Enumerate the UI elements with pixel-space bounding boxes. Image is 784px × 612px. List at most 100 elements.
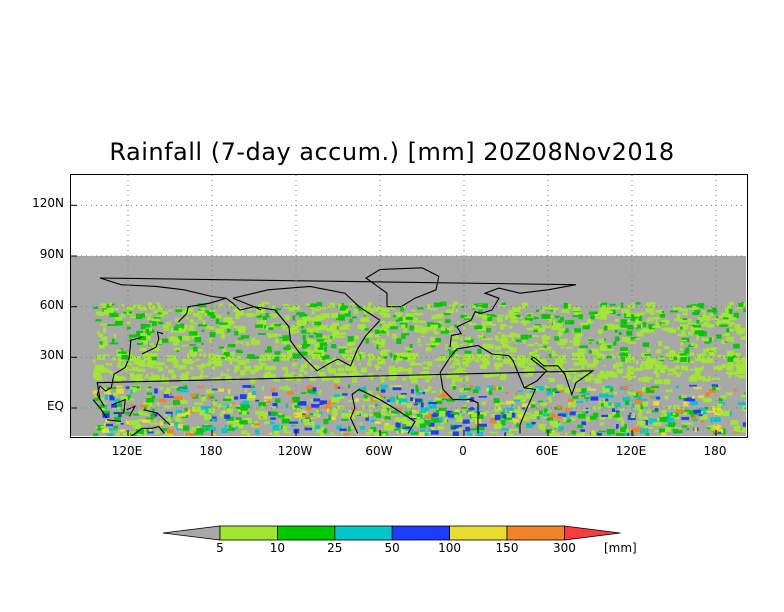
rain-cell bbox=[148, 342, 154, 346]
rain-cell bbox=[219, 346, 225, 349]
rain-cell bbox=[261, 301, 270, 305]
rain-cell bbox=[145, 335, 151, 340]
rain-cell bbox=[645, 366, 650, 370]
rain-cell bbox=[430, 324, 438, 329]
rain-cell bbox=[698, 407, 706, 413]
rain-cell bbox=[107, 428, 117, 431]
rain-cell bbox=[137, 368, 146, 372]
rain-cell bbox=[234, 365, 240, 371]
rain-cell bbox=[384, 416, 391, 420]
rain-cell bbox=[486, 387, 490, 392]
rain-cell bbox=[289, 421, 298, 424]
rain-cell bbox=[469, 342, 473, 348]
coastline bbox=[365, 267, 440, 308]
rain-cell bbox=[554, 391, 560, 393]
rain-cell bbox=[434, 397, 442, 402]
rain-cell bbox=[636, 420, 646, 426]
rain-cell bbox=[224, 395, 234, 401]
rain-cell bbox=[146, 392, 153, 395]
rain-cell bbox=[650, 387, 655, 391]
rain-cell bbox=[743, 409, 746, 412]
rain-cell bbox=[459, 388, 468, 393]
rain-cell bbox=[273, 313, 278, 319]
rain-cell bbox=[741, 369, 746, 372]
rain-cell bbox=[497, 316, 503, 323]
rain-cell bbox=[129, 334, 137, 338]
rain-cell bbox=[398, 418, 406, 421]
rain-cell bbox=[477, 348, 482, 354]
rain-cell bbox=[726, 392, 733, 396]
rain-cell bbox=[557, 331, 563, 336]
rain-cell bbox=[451, 378, 456, 384]
colorbar-tick-label: 100 bbox=[438, 541, 462, 555]
rain-cell bbox=[614, 318, 619, 322]
rain-cell bbox=[189, 349, 194, 355]
rain-cell bbox=[151, 395, 156, 399]
rain-cell bbox=[431, 390, 436, 393]
rain-cell bbox=[700, 359, 710, 363]
rain-cell bbox=[246, 308, 252, 311]
rain-cell bbox=[544, 368, 551, 371]
rain-cell bbox=[452, 386, 457, 390]
rain-cell bbox=[699, 414, 708, 420]
rain-cell bbox=[142, 419, 151, 423]
rain-cell bbox=[659, 369, 666, 374]
rain-cell bbox=[208, 353, 215, 359]
rain-cell bbox=[474, 355, 484, 359]
rain-cell bbox=[282, 355, 291, 361]
rain-cell bbox=[513, 409, 521, 413]
rain-cell bbox=[326, 407, 330, 413]
rain-cell bbox=[629, 392, 637, 396]
rain-cell bbox=[140, 333, 147, 336]
rain-cell bbox=[491, 373, 500, 377]
rain-cell bbox=[635, 360, 639, 365]
rain-cell bbox=[665, 426, 672, 432]
rain-cell bbox=[600, 302, 608, 307]
colorbar-tick-label: 5 bbox=[216, 541, 224, 555]
rain-cell bbox=[222, 349, 227, 354]
rain-cell bbox=[175, 409, 182, 415]
rain-cell bbox=[572, 368, 582, 372]
rain-cell bbox=[554, 315, 560, 318]
rain-cell bbox=[341, 412, 350, 418]
rain-cell bbox=[672, 307, 682, 310]
rain-cell bbox=[117, 402, 122, 407]
rain-cell bbox=[134, 378, 144, 383]
rain-cell bbox=[582, 370, 589, 375]
rain-cell bbox=[548, 304, 552, 310]
rain-cell bbox=[575, 388, 581, 392]
rain-cell bbox=[420, 371, 429, 376]
rain-cell bbox=[522, 407, 526, 410]
rain-cell bbox=[217, 404, 223, 409]
rain-cell bbox=[275, 308, 279, 314]
rain-cell bbox=[178, 327, 185, 333]
rain-cell bbox=[395, 313, 403, 316]
rain-cell bbox=[384, 324, 393, 328]
rain-cell bbox=[188, 331, 198, 336]
rain-cell bbox=[324, 364, 332, 368]
rain-cell bbox=[170, 412, 173, 418]
rain-cell bbox=[363, 394, 368, 399]
rain-cell bbox=[712, 307, 717, 313]
rain-cell bbox=[663, 416, 669, 420]
rain-cell bbox=[144, 356, 151, 361]
rain-cell bbox=[246, 411, 250, 415]
rain-cell bbox=[570, 417, 576, 421]
rain-cell bbox=[512, 306, 521, 313]
rain-cell bbox=[196, 428, 205, 433]
rain-cell bbox=[628, 336, 638, 340]
rain-cell bbox=[266, 354, 276, 358]
rain-cell bbox=[181, 310, 190, 315]
rain-cell bbox=[287, 342, 291, 345]
rain-cell bbox=[545, 429, 553, 434]
rain-cell bbox=[729, 317, 737, 321]
rain-cell bbox=[708, 337, 712, 343]
rain-cell bbox=[494, 362, 503, 368]
rain-cell bbox=[258, 402, 266, 407]
rain-cell bbox=[517, 355, 526, 361]
rain-cell bbox=[725, 372, 733, 375]
rain-cell bbox=[357, 414, 361, 416]
rain-cell bbox=[558, 328, 566, 332]
rain-cell bbox=[440, 301, 447, 306]
rain-cell bbox=[478, 309, 483, 315]
